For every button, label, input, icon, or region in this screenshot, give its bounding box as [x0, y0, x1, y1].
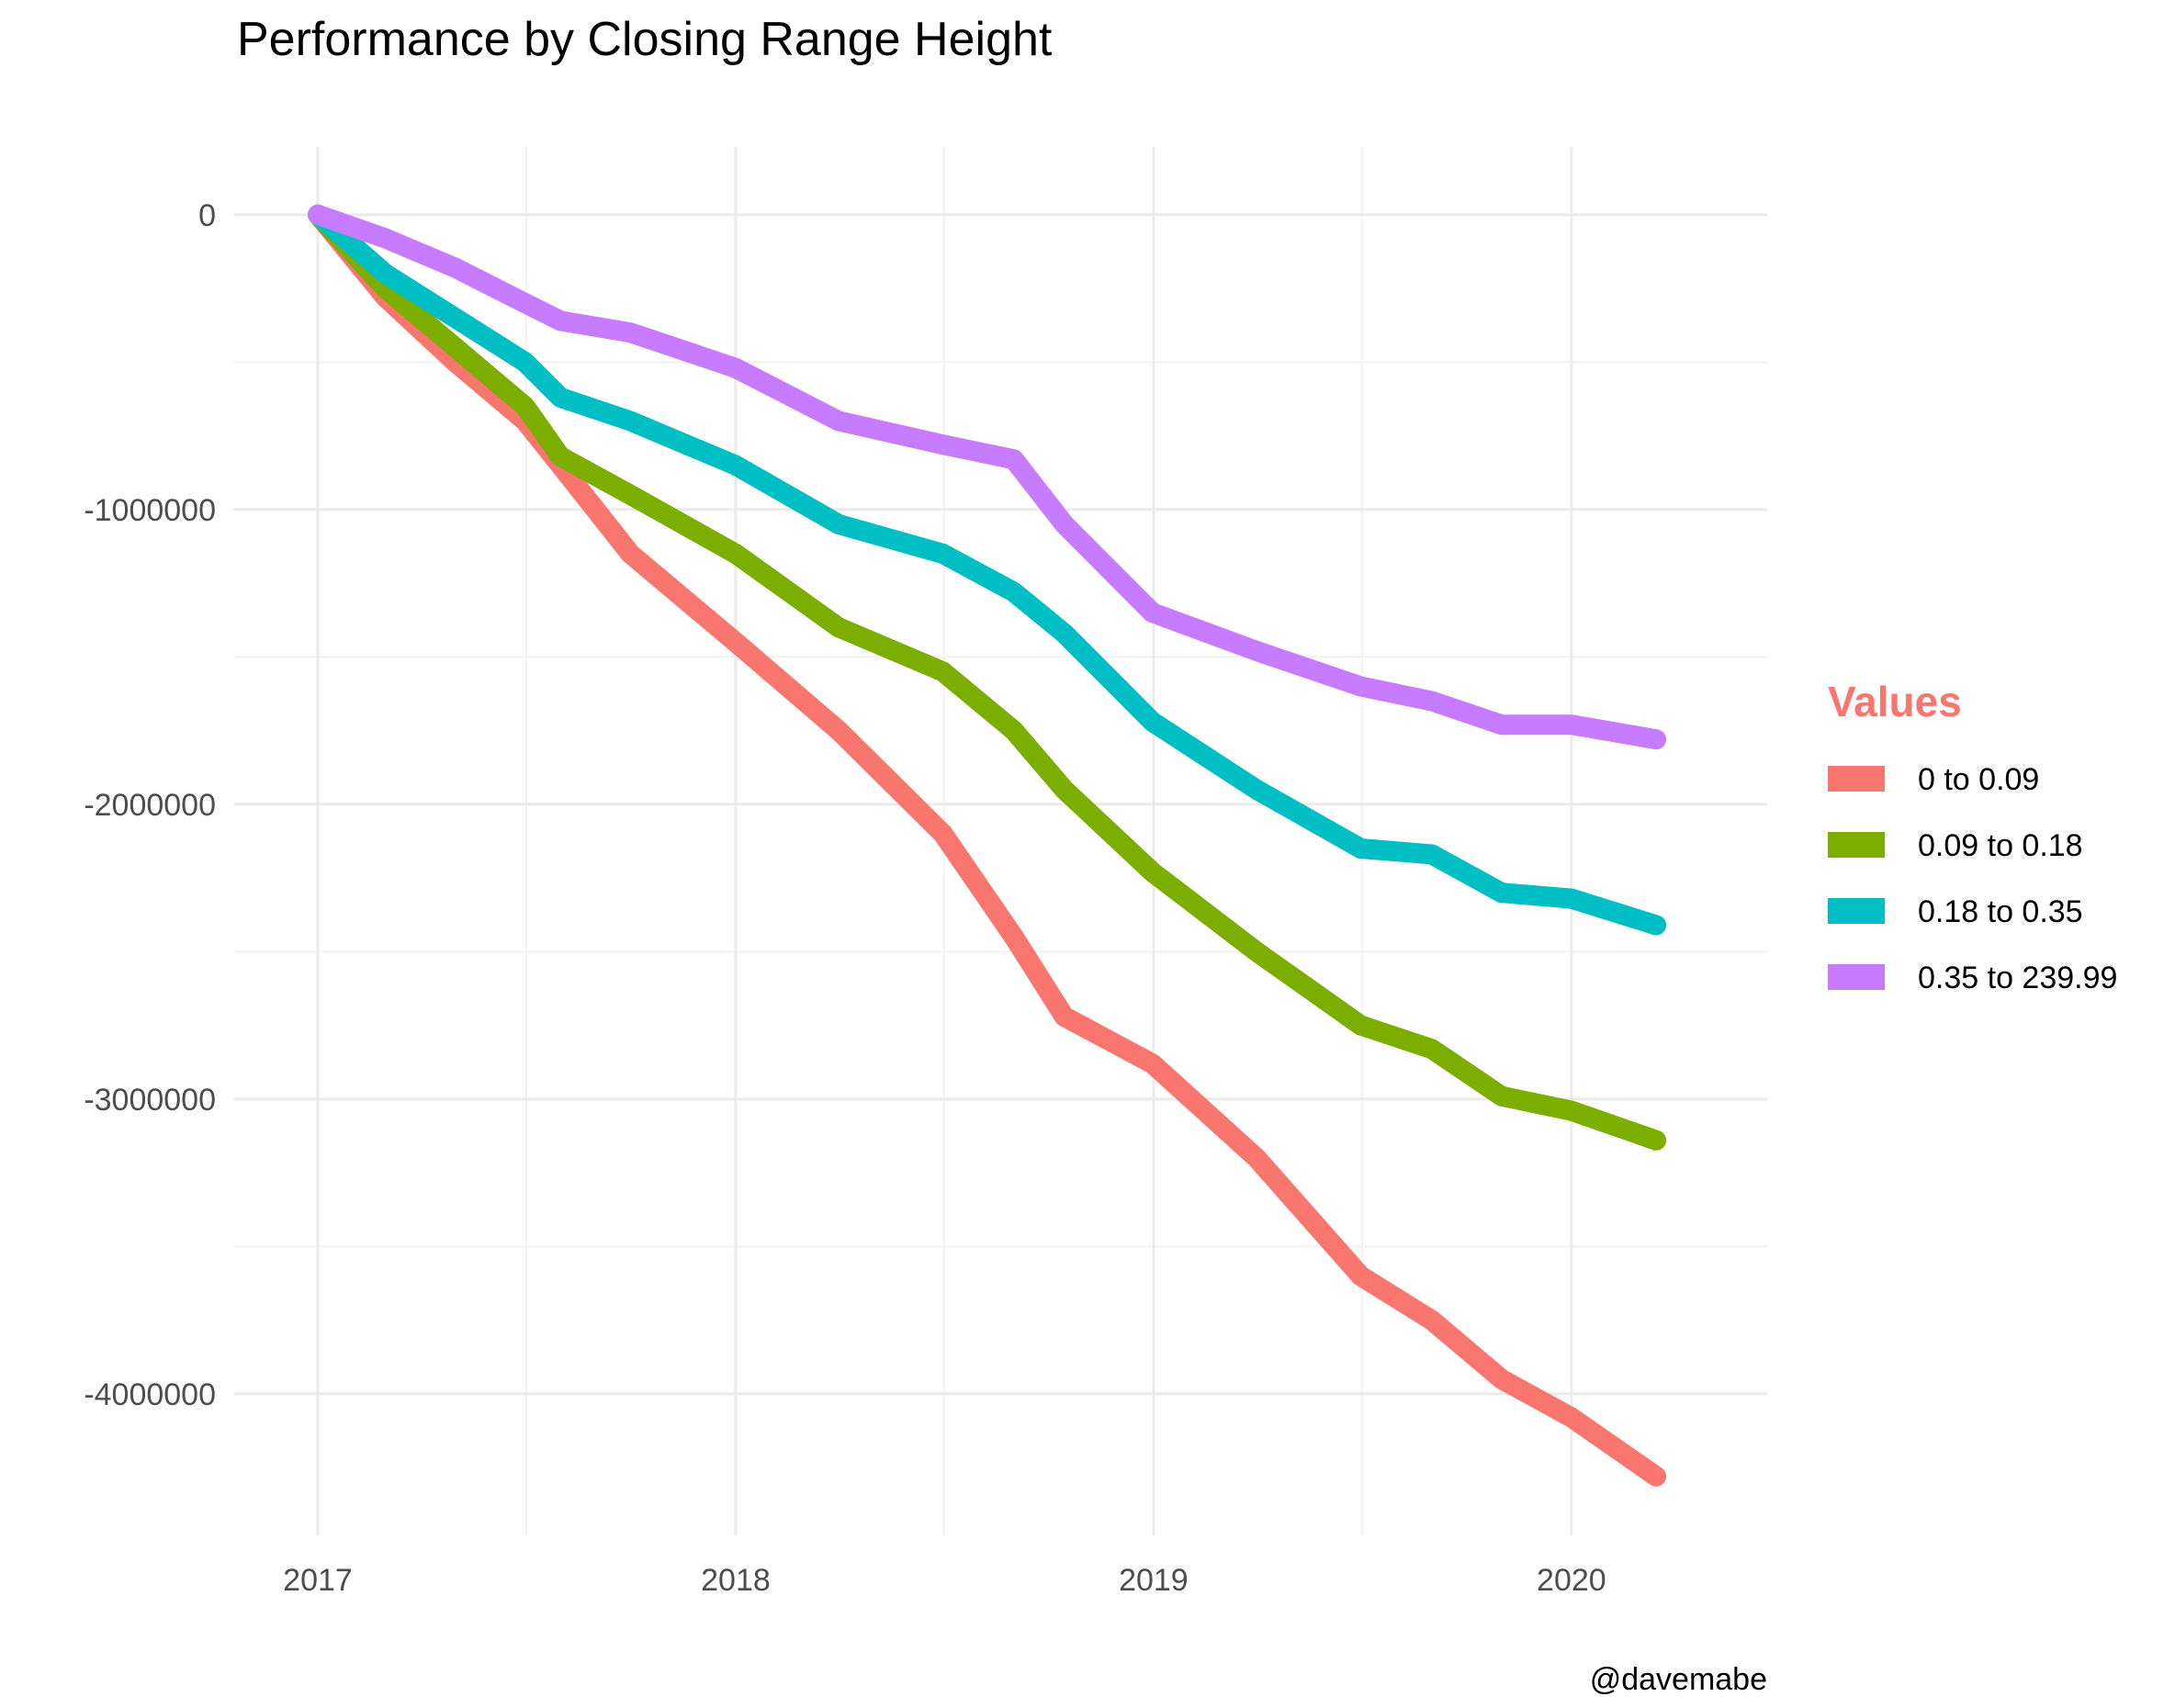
x-tick-label: 2020 — [1537, 1563, 1606, 1598]
legend-swatch — [1828, 832, 1885, 858]
y-tick-label: 0 — [198, 198, 216, 233]
legend-swatch — [1828, 898, 1885, 924]
legend-label: 0 to 0.09 — [1918, 762, 2039, 797]
series-line — [308, 204, 1667, 1487]
series-line — [308, 204, 1667, 936]
x-axis-tick-labels: 2017 2018 2019 2020 — [283, 1563, 1606, 1598]
legend-swatch — [1828, 766, 1885, 792]
x-tick-label: 2019 — [1119, 1563, 1189, 1598]
x-tick-label: 2018 — [701, 1563, 771, 1598]
caption: @davemabe — [1590, 1662, 1767, 1697]
y-tick-label: -3000000 — [84, 1083, 216, 1118]
y-tick-label: -2000000 — [84, 788, 216, 823]
legend-title: Values — [1828, 678, 1962, 725]
series-lines — [308, 204, 1667, 1487]
chart-title: Performance by Closing Range Height — [237, 13, 1053, 66]
legend-label: 0.18 to 0.35 — [1918, 894, 2083, 929]
series-line — [308, 204, 1667, 1151]
series-line — [308, 204, 1667, 750]
y-tick-label: -1000000 — [84, 493, 216, 528]
y-axis-tick-labels: 0 -1000000 -2000000 -3000000 -4000000 — [84, 198, 216, 1412]
legend-items: 0 to 0.09 0.09 to 0.18 0.18 to 0.35 0.35 to… — [1828, 762, 2117, 995]
y-tick-label: -4000000 — [84, 1377, 216, 1412]
legend-label: 0.35 to 239.99 — [1918, 961, 2117, 995]
legend-swatch — [1828, 964, 1885, 990]
x-tick-label: 2017 — [283, 1563, 353, 1598]
legend-label: 0.09 to 0.18 — [1918, 828, 2083, 863]
legend: Values 0 to 0.09 0.09 to 0.18 0.18 to 0.35… — [1828, 678, 2117, 995]
